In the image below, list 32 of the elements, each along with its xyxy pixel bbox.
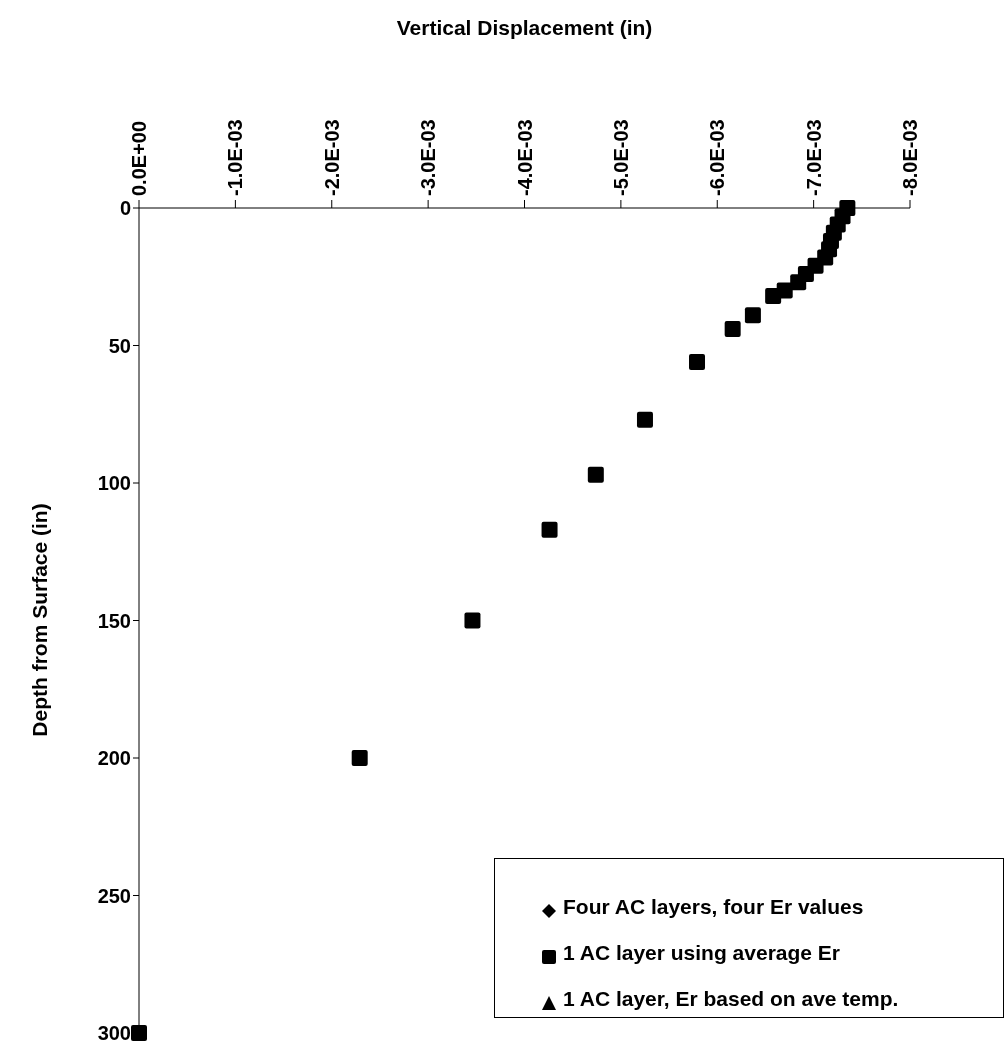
y-tick-label: 50 — [108, 334, 131, 357]
point — [464, 612, 481, 629]
point — [765, 288, 782, 304]
legend-label: 1 AC layer using average Er — [563, 941, 841, 965]
point — [541, 521, 558, 538]
x-tick-label: -4.0E-03 — [513, 119, 536, 196]
x-tick-label: -7.0E-03 — [802, 119, 825, 196]
x-tick-label: -3.0E-03 — [417, 119, 440, 196]
y-axis-title: Depth from Surface (in) — [28, 503, 52, 737]
y-tick-label: 150 — [97, 609, 131, 632]
x-tick-label: -2.0E-03 — [320, 119, 343, 196]
x-tick-label: 0.0E+00 — [128, 120, 150, 196]
y-tick-label: 100 — [97, 472, 131, 495]
y-tick-label: 0 — [119, 197, 131, 220]
x-tick-label: -8.0E-03 — [899, 119, 921, 196]
x-tick-label: -5.0E-03 — [609, 119, 632, 196]
y-tick-label: 200 — [97, 747, 131, 770]
point — [351, 750, 368, 766]
y-tick-label: 250 — [97, 884, 131, 907]
chart-title: Vertical Displacement (in) — [395, 16, 654, 40]
x-tick-label: -6.0E-03 — [706, 119, 729, 196]
point — [131, 1025, 147, 1041]
point — [724, 321, 741, 337]
y-tick-label: 300 — [97, 1022, 131, 1045]
point — [689, 354, 706, 370]
legend-label: Four AC layers, four Er values — [563, 895, 864, 919]
point — [587, 466, 604, 483]
point — [744, 307, 761, 324]
x-tick-label: -1.0E-03 — [224, 119, 247, 196]
point — [790, 274, 807, 291]
point — [636, 411, 653, 428]
legend-label: 1 AC layer, Er based on ave temp. — [563, 987, 899, 1011]
